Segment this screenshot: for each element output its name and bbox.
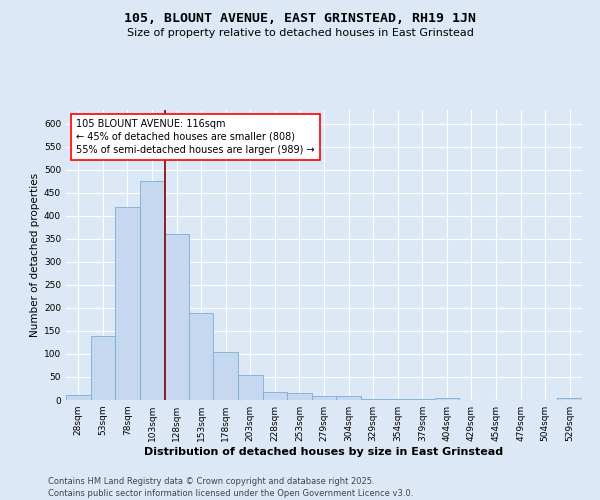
Bar bbox=[263, 392, 287, 400]
Bar bbox=[434, 398, 459, 400]
Text: 105 BLOUNT AVENUE: 116sqm
← 45% of detached houses are smaller (808)
55% of semi: 105 BLOUNT AVENUE: 116sqm ← 45% of detac… bbox=[76, 118, 315, 155]
Bar bbox=[140, 182, 164, 400]
Bar bbox=[312, 396, 336, 400]
Bar bbox=[115, 206, 140, 400]
Text: 105, BLOUNT AVENUE, EAST GRINSTEAD, RH19 1JN: 105, BLOUNT AVENUE, EAST GRINSTEAD, RH19… bbox=[124, 12, 476, 26]
Bar bbox=[410, 399, 434, 400]
Text: Contains HM Land Registry data © Crown copyright and database right 2025.
Contai: Contains HM Land Registry data © Crown c… bbox=[48, 476, 413, 498]
Bar bbox=[336, 396, 361, 400]
Bar bbox=[557, 398, 582, 400]
X-axis label: Distribution of detached houses by size in East Grinstead: Distribution of detached houses by size … bbox=[145, 447, 503, 457]
Bar bbox=[361, 398, 385, 400]
Bar bbox=[214, 352, 238, 400]
Y-axis label: Number of detached properties: Number of detached properties bbox=[30, 173, 40, 337]
Bar bbox=[287, 393, 312, 400]
Bar bbox=[385, 399, 410, 400]
Bar bbox=[238, 374, 263, 400]
Bar bbox=[66, 396, 91, 400]
Text: Size of property relative to detached houses in East Grinstead: Size of property relative to detached ho… bbox=[127, 28, 473, 38]
Bar bbox=[164, 234, 189, 400]
Bar bbox=[189, 312, 214, 400]
Bar bbox=[91, 336, 115, 400]
